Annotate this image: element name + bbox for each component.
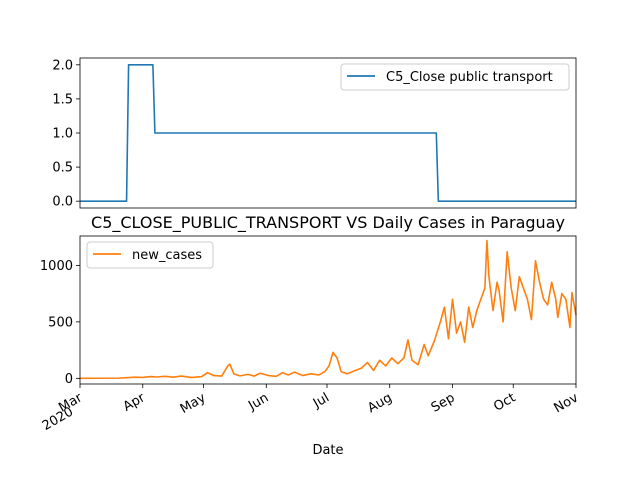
top-y-tick-label: 2.0 (52, 58, 73, 73)
bottom-series-lines (79, 239, 577, 380)
bottom-y-ticks: 0 500 1000 (40, 259, 80, 387)
bottom-legend-label: new_cases (132, 248, 202, 263)
x-axis-label: Date (312, 443, 343, 458)
top-subplot: 0.0 0.5 1.0 1.5 2.0 C5_Close public transpor… (52, 57, 577, 210)
top-y-ticks: 0.0 0.5 1.0 1.5 2.0 (52, 58, 80, 210)
top-legend: C5_Close public transport (340, 63, 570, 91)
bottom-y-tick-label: 1000 (40, 259, 73, 274)
bottom-y-tick-label: 0 (65, 372, 73, 387)
bottom-legend: new_cases (86, 241, 214, 269)
top-legend-label: C5_Close public transport (386, 70, 553, 85)
bottom-y-tick-label: 500 (48, 315, 73, 330)
top-legend-box (340, 63, 570, 91)
top-y-tick-label: 1.0 (52, 127, 73, 142)
top-y-tick-label: 1.5 (52, 92, 73, 107)
top-series-line-0 (80, 64, 576, 202)
top-y-tick-label: 0.5 (52, 161, 73, 176)
bottom-axes-frame (79, 235, 577, 385)
bottom-chart-title: C5_CLOSE_PUBLIC_TRANSPORT VS Daily Cases… (91, 213, 565, 233)
x-tick-label: Jul (310, 390, 332, 411)
bottom-legend-box (86, 241, 214, 269)
top-series-lines (80, 64, 576, 202)
bottom-series-line-0 (79, 239, 577, 380)
top-y-tick-label: 0.0 (52, 195, 73, 210)
